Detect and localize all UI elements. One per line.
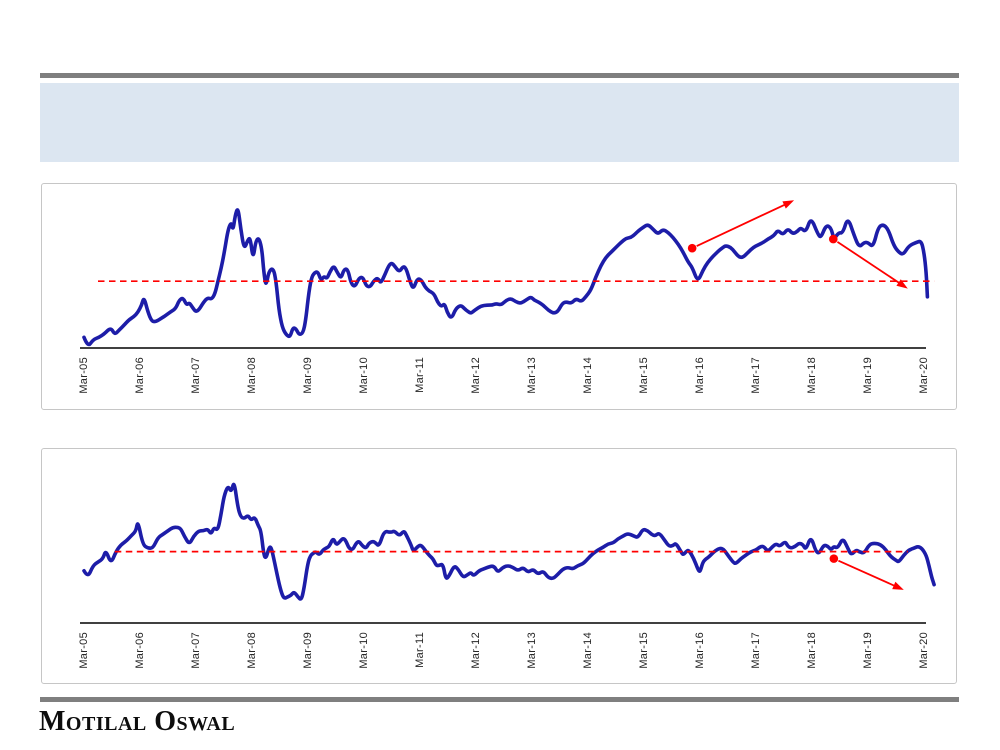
annotation-arrow-shaft xyxy=(838,559,896,588)
x-axis-label: Mar-10 xyxy=(358,632,370,669)
x-axis-label: Mar-11 xyxy=(414,357,426,393)
annotation-arrow-head xyxy=(782,200,795,209)
top-line-chart-panel: Mar-05 Mar-06 Mar-07 Mar-08 Mar-09 Mar-10 Mar-… xyxy=(41,183,957,410)
x-axis-label: Mar-17 xyxy=(750,357,762,394)
motilal-oswal-logo: Motilal Oswal xyxy=(39,706,236,737)
header-rule xyxy=(40,73,959,78)
indicator-series-line xyxy=(82,482,936,601)
slide-title-placeholder xyxy=(40,83,959,162)
x-axis-label: Mar-06 xyxy=(134,632,146,669)
top-chart-canvas: Mar-05 Mar-06 Mar-07 Mar-08 Mar-09 Mar-10 Mar-… xyxy=(78,200,935,394)
x-axis-label: Mar-09 xyxy=(302,632,314,669)
x-axis-label: Mar-06 xyxy=(134,357,146,394)
x-axis-label: Mar-14 xyxy=(582,632,594,669)
x-axis-label: Mar-07 xyxy=(190,632,202,669)
x-axis-label: Mar-15 xyxy=(638,632,650,669)
x-axis-label: Mar-17 xyxy=(750,632,762,669)
x-axis-label: Mar-07 xyxy=(190,357,202,394)
x-axis-label: Mar-05 xyxy=(78,632,90,669)
x-axis-label: Mar-08 xyxy=(246,357,258,394)
x-axis-label: Mar-05 xyxy=(78,357,90,394)
annotation-arrow-head xyxy=(892,581,904,590)
x-axis-label: Mar-19 xyxy=(862,632,874,669)
x-axis-label: Mar-12 xyxy=(470,357,482,394)
x-axis-label: Mar-16 xyxy=(694,357,706,394)
x-axis-label: Mar-20 xyxy=(918,357,930,394)
annotation-arrow-head xyxy=(896,279,908,289)
x-axis-label: Mar-19 xyxy=(862,357,874,394)
x-axis-label: Mar-18 xyxy=(806,632,818,669)
annotation-dot xyxy=(829,554,839,563)
annotation-dot xyxy=(687,243,697,253)
x-axis-label: Mar-08 xyxy=(246,632,258,669)
x-axis-label: Mar-14 xyxy=(582,357,594,394)
x-axis-label: Mar-18 xyxy=(806,357,818,394)
x-axis-label: Mar-16 xyxy=(694,632,706,669)
bottom-line-chart-panel: Mar-05 Mar-06 Mar-07 Mar-08 Mar-09 Mar-10 Mar-… xyxy=(41,448,957,684)
x-axis-label: Mar-11 xyxy=(414,632,426,668)
annotation-dot xyxy=(828,234,838,244)
x-axis-label: Mar-20 xyxy=(918,632,930,669)
x-axis-label: Mar-15 xyxy=(638,357,650,394)
x-axis-label: Mar-13 xyxy=(526,632,538,669)
footer-rule xyxy=(40,697,959,702)
annotation-arrow-shaft xyxy=(696,203,787,247)
indicator-series-line xyxy=(82,208,930,347)
bottom-chart-canvas: Mar-05 Mar-06 Mar-07 Mar-08 Mar-09 Mar-10 Mar-… xyxy=(78,482,936,669)
x-axis-label: Mar-09 xyxy=(302,357,314,394)
x-axis-label: Mar-10 xyxy=(358,357,370,394)
x-axis-label: Mar-12 xyxy=(470,632,482,669)
x-axis-label: Mar-13 xyxy=(526,357,538,394)
annotation-arrow-shaft xyxy=(836,241,901,285)
